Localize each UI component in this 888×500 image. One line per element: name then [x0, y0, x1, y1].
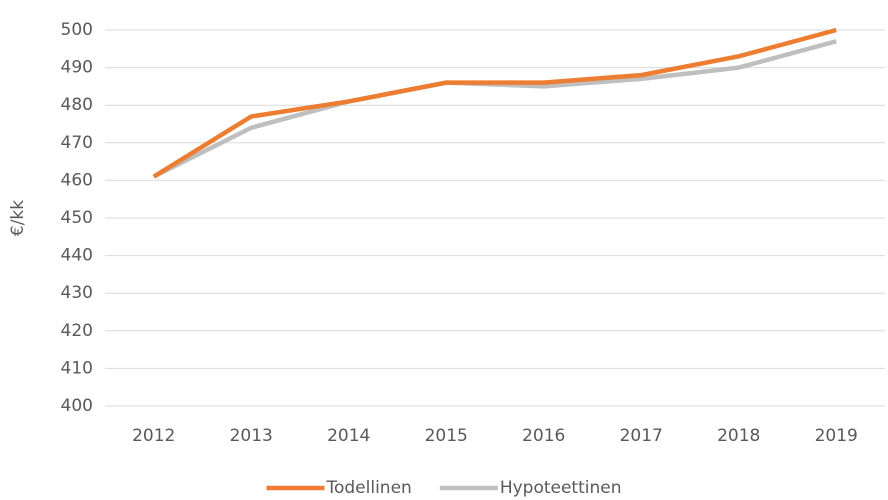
x-tick-label: 2014: [327, 426, 370, 446]
y-tick-label: 420: [61, 321, 93, 341]
y-tick-label: 460: [61, 170, 93, 190]
x-tick-label: 2018: [717, 426, 760, 446]
x-tick-label: 2012: [132, 426, 175, 446]
x-tick-label: 2016: [522, 426, 565, 446]
y-tick-label: 430: [61, 283, 93, 303]
line-series: [152, 39, 837, 179]
y-axis-label: €/kk: [8, 200, 28, 236]
legend-label: Hypoteettinen: [500, 478, 622, 498]
x-tick-label: 2019: [815, 426, 858, 446]
line-series: [152, 27, 837, 179]
y-tick-label: 500: [61, 20, 93, 40]
y-tick-label: 490: [61, 58, 93, 78]
y-tick-label: 450: [61, 208, 93, 228]
x-tick-label: 2015: [425, 426, 468, 446]
x-tick-label: 2017: [620, 426, 663, 446]
x-tick-label: 2013: [230, 426, 273, 446]
y-tick-label: 440: [61, 246, 93, 266]
y-tick-label: 480: [61, 95, 93, 115]
y-tick-label: 470: [61, 133, 93, 153]
y-tick-label: 410: [61, 358, 93, 378]
y-tick-label: 400: [61, 396, 93, 416]
legend-label: Todellinen: [325, 478, 411, 498]
